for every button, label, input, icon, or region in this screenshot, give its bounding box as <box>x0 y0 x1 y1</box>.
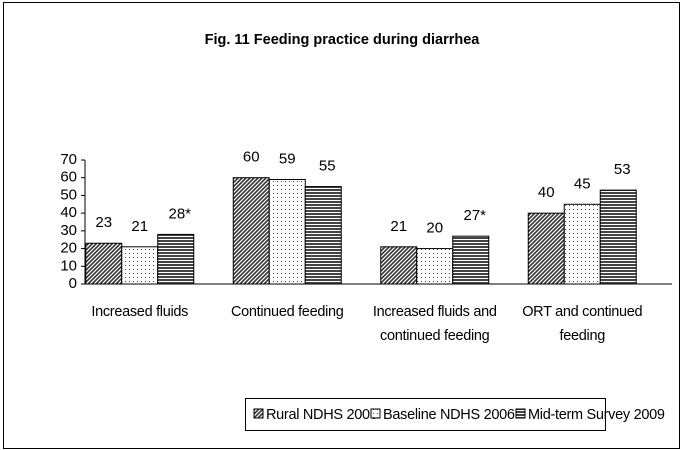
x-tick-label: Increased fluids <box>91 304 189 320</box>
legend-label: Baseline NDHS 2006 <box>383 407 515 423</box>
bar <box>157 233 195 285</box>
bar <box>268 178 306 285</box>
value-label: 55 <box>319 158 336 175</box>
y-tick-label: 60 <box>60 169 77 186</box>
bar <box>232 177 270 285</box>
bar <box>416 248 454 285</box>
legend-label: Rural NDHS 2006 <box>266 407 378 423</box>
x-tick-label: ORT and continued feeding <box>522 304 643 344</box>
bar <box>304 186 342 285</box>
value-label: 59 <box>279 150 296 167</box>
frame <box>3 2 680 449</box>
legend-swatch <box>370 408 381 419</box>
x-tick-label: Increased fluids and continued feeding <box>372 304 497 344</box>
bar <box>527 212 565 285</box>
legend-swatch <box>253 408 264 419</box>
y-tick-label: 40 <box>60 204 77 221</box>
value-label: 28* <box>168 205 191 222</box>
x-tick-label: Continued feeding <box>230 304 344 320</box>
y-tick-label: 30 <box>60 222 77 239</box>
bar <box>121 246 159 285</box>
value-label: 27* <box>463 207 486 224</box>
legend-box <box>245 398 606 431</box>
legend-label: Mid-term Survey 2009 <box>528 407 665 423</box>
bar <box>380 246 418 285</box>
value-label: 21 <box>131 218 148 235</box>
value-label: 23 <box>95 214 112 231</box>
bar <box>452 235 490 285</box>
value-label: 53 <box>614 161 631 178</box>
chart-title: Fig. 11 Feeding practice during diarrhea <box>205 32 481 48</box>
value-label: 45 <box>574 175 591 192</box>
value-label: 40 <box>538 184 555 201</box>
y-tick-label: 50 <box>60 186 77 203</box>
legend-swatch <box>515 408 526 419</box>
bar <box>599 189 637 285</box>
bar <box>563 203 601 285</box>
y-tick-label: 10 <box>60 257 77 274</box>
y-tick-label: 20 <box>60 240 77 257</box>
value-label: 21 <box>390 218 407 235</box>
y-tick-label: 70 <box>60 151 77 168</box>
value-label: 20 <box>426 220 443 237</box>
y-tick-label: 0 <box>69 275 77 292</box>
bar <box>85 242 123 285</box>
value-label: 60 <box>243 149 260 166</box>
